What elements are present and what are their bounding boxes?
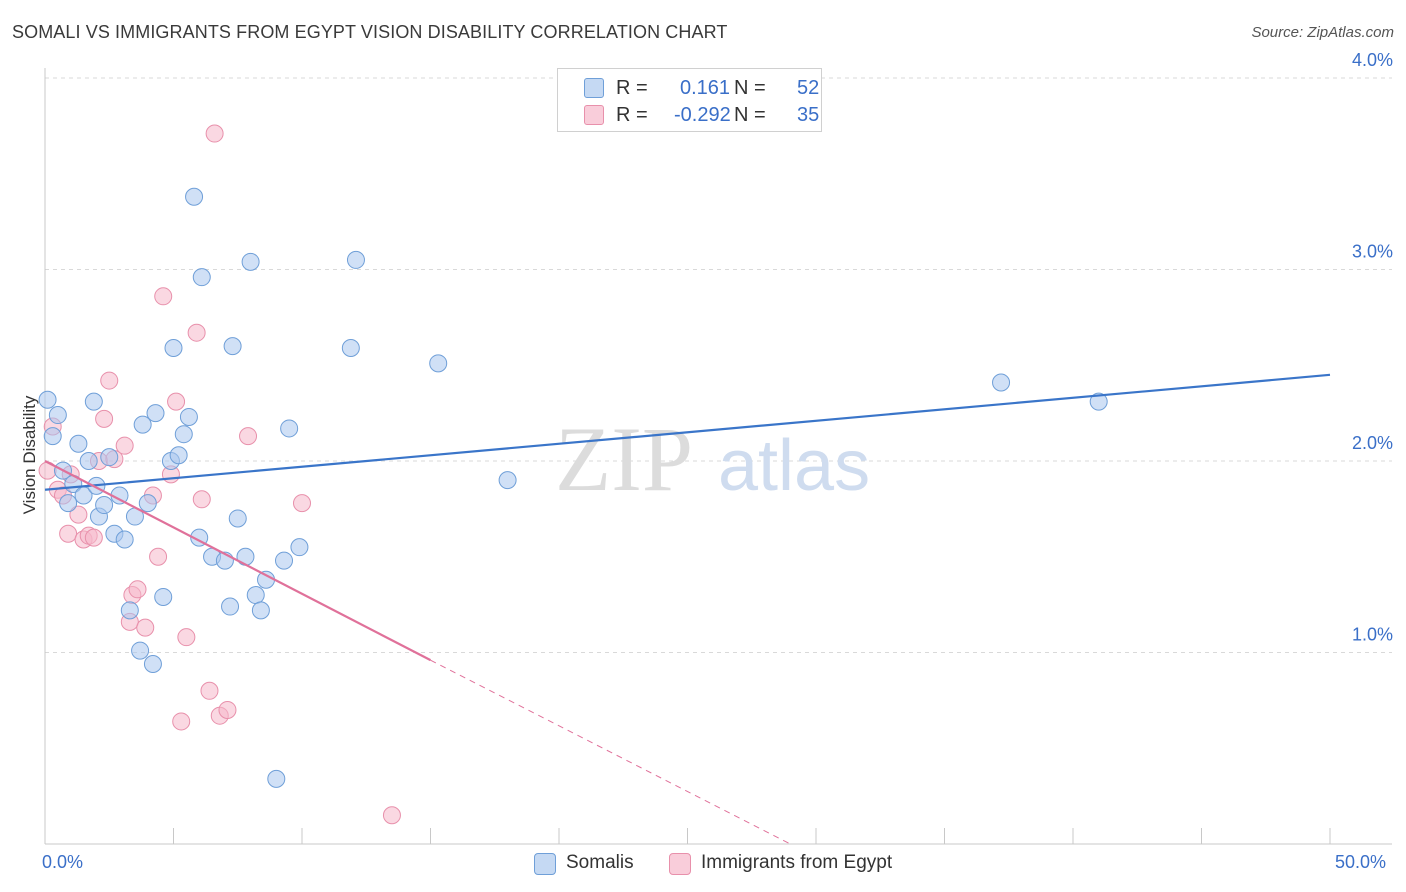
egypt-point — [177, 628, 196, 647]
y-axis-label: Vision Disability — [20, 395, 39, 515]
somalis-point — [43, 427, 62, 446]
legend-swatch-pink — [584, 105, 604, 125]
chart-source: Source: ZipAtlas.com — [1251, 24, 1394, 41]
egypt-point — [218, 700, 237, 719]
somalis-point — [69, 434, 88, 453]
somalis-point — [251, 601, 270, 620]
legend-n-label: N = — [734, 104, 766, 126]
legend-n-label: N = — [734, 77, 766, 99]
somalis-point — [131, 641, 150, 660]
y-tick-labels: 1.0% 2.0% 3.0% 4.0% — [1352, 50, 1393, 645]
watermark-zip: ZIP — [555, 408, 693, 510]
legend-n-value: 52 — [797, 77, 820, 99]
egypt-point — [200, 681, 219, 700]
somalis-point — [95, 496, 114, 515]
y-tick-label: 4.0% — [1352, 50, 1393, 70]
egypt-point — [192, 490, 211, 509]
somalis-point — [169, 446, 188, 465]
somalis-point — [223, 337, 242, 356]
egypt-point — [69, 505, 88, 524]
egypt-point — [100, 371, 119, 390]
somalis-point — [179, 407, 198, 426]
egypt-point — [187, 323, 206, 342]
egypt-point — [128, 580, 147, 599]
somalis-point — [174, 425, 193, 444]
somalis-point — [221, 597, 240, 616]
axes — [44, 68, 1392, 845]
egypt-point — [95, 409, 114, 428]
egypt-point — [239, 427, 258, 446]
somalis-point — [346, 250, 365, 269]
egypt-point — [205, 124, 224, 143]
egypt-point — [115, 436, 134, 455]
legend-r-label: R = — [616, 104, 648, 126]
somalis-trendline — [44, 373, 1331, 491]
somalis-point — [120, 601, 139, 620]
somalis-point — [192, 268, 211, 287]
somalis-point — [143, 654, 162, 673]
egypt-trendline — [44, 460, 432, 662]
watermark-atlas: atlas — [718, 426, 870, 506]
somalis-point — [79, 452, 98, 470]
legend-swatch-blue — [584, 78, 604, 98]
legend-r-label: R = — [616, 77, 648, 99]
egypt-point — [136, 618, 155, 637]
somalis-point — [38, 390, 57, 409]
somalis-point — [84, 392, 103, 411]
somalis-point — [164, 339, 183, 358]
egypt-trendline-extension — [430, 659, 791, 845]
chart-title: SOMALI VS IMMIGRANTS FROM EGYPT VISION D… — [12, 22, 728, 42]
somalis-point — [59, 494, 78, 513]
somalis-point — [228, 509, 247, 528]
somalis-point — [241, 252, 260, 271]
egypt-point — [382, 806, 401, 825]
somalis-point — [1089, 392, 1108, 411]
somalis-point — [257, 570, 276, 589]
egypt-point — [293, 494, 311, 513]
somalis-point — [146, 404, 165, 423]
legend-n-value: 35 — [797, 104, 820, 126]
somalis-point — [48, 406, 67, 425]
somalis-point — [429, 354, 448, 373]
somalis-points — [38, 187, 1108, 788]
somalis-point — [185, 187, 204, 206]
bottom-legend-label: Immigrants from Egypt — [701, 852, 893, 873]
somalis-point — [275, 551, 294, 570]
x-min-label: 0.0% — [42, 852, 84, 872]
somalis-point — [100, 448, 119, 467]
x-max-label: 50.0% — [1335, 852, 1387, 872]
y-tick-label: 2.0% — [1352, 433, 1393, 453]
correlation-legend: R = 0.161 N = 52 R = -0.292 N = 35 — [557, 68, 822, 132]
trendlines — [44, 373, 1331, 845]
y-tick-label: 3.0% — [1352, 242, 1393, 262]
somalis-point — [992, 373, 1011, 392]
bottom-legend-swatch-blue — [534, 853, 556, 875]
somalis-point — [290, 538, 309, 557]
legend-r-value: -0.292 — [674, 104, 731, 126]
egypt-point — [167, 392, 186, 411]
egypt-point — [84, 528, 103, 547]
legend-r-value: 0.161 — [680, 77, 731, 99]
somalis-point — [115, 530, 134, 549]
bottom-legend-label: Somalis — [566, 852, 634, 873]
watermark: ZIP atlas — [555, 408, 870, 510]
somalis-point — [267, 769, 286, 788]
somalis-point — [498, 471, 517, 490]
somalis-point — [154, 587, 173, 606]
egypt-point — [149, 547, 168, 566]
somalis-point — [341, 339, 360, 358]
egypt-point — [172, 712, 191, 731]
egypt-point — [59, 524, 78, 543]
egypt-point — [154, 287, 173, 306]
somalis-point — [246, 586, 265, 605]
somalis-point — [133, 415, 152, 434]
y-tick-label: 1.0% — [1352, 625, 1393, 645]
bottom-legend-swatch-pink — [669, 853, 691, 875]
somalis-point — [138, 494, 157, 513]
somalis-point — [280, 419, 299, 438]
